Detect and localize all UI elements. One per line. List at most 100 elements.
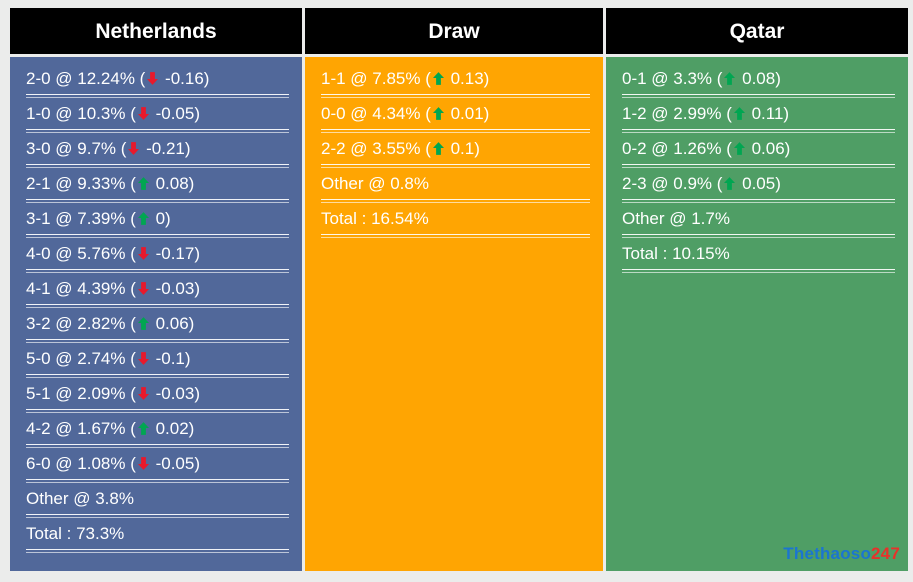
watermark-suffix: 247 [871,544,900,563]
down-arrow-icon [137,387,149,400]
summary-row: Total : 73.3% [10,518,302,553]
row-separator [26,514,289,518]
row-separator [26,444,289,448]
row-separator [26,374,289,378]
probability-row: 0-2 @ 1.26% ( 0.06) [606,133,908,168]
row-text: 1-2 @ 2.99% ( 0.11) [622,104,790,123]
down-arrow-icon [137,457,149,470]
probability-row: 5-0 @ 2.74% ( -0.1) [10,343,302,378]
probability-row: 3-2 @ 2.82% ( 0.06) [10,308,302,343]
summary-row: Other @ 3.8% [10,483,302,518]
up-arrow-icon [724,177,736,190]
row-text: 3-0 @ 9.7% ( -0.21) [26,139,191,158]
row-text: Total : 16.54% [321,209,429,228]
row-text: Other @ 0.8% [321,174,429,193]
row-text: 0-1 @ 3.3% ( 0.08) [622,69,781,88]
column-body: 1-1 @ 7.85% ( 0.13) 0-0 @ 4.34% ( 0.01) 2-… [305,57,603,571]
down-arrow-icon [137,282,149,295]
row-separator [26,129,289,133]
row-text: 5-1 @ 2.09% ( -0.03) [26,384,201,403]
row-text: 0-0 @ 4.34% ( 0.01) [321,104,490,123]
probability-row: 4-1 @ 4.39% ( -0.03) [10,273,302,308]
up-arrow-icon [724,72,736,85]
row-separator [622,234,895,238]
row-separator [622,199,895,203]
summary-row: Other @ 0.8% [305,168,603,203]
probability-row: 1-2 @ 2.99% ( 0.11) [606,98,908,133]
row-text: 2-2 @ 3.55% ( 0.1) [321,139,480,158]
down-arrow-icon [147,72,159,85]
row-separator [622,269,895,273]
row-text: 2-3 @ 0.9% ( 0.05) [622,174,781,193]
probability-row: 4-2 @ 1.67% ( 0.02) [10,413,302,448]
row-text: Total : 10.15% [622,244,730,263]
column-draw: Draw 1-1 @ 7.85% ( 0.13) 0-0 @ 4.34% ( 0.… [305,8,603,571]
row-text: 4-0 @ 5.76% ( -0.17) [26,244,201,263]
row-text: 0-2 @ 1.26% ( 0.06) [622,139,791,158]
row-separator [26,234,289,238]
column-body: 0-1 @ 3.3% ( 0.08) 1-2 @ 2.99% ( 0.11) 0-2… [606,57,908,571]
row-separator [321,94,590,98]
probability-row: 3-0 @ 9.7% ( -0.21) [10,133,302,168]
row-separator [622,164,895,168]
row-separator [26,199,289,203]
watermark-brand: Thethaoso [783,544,872,563]
up-arrow-icon [137,422,149,435]
row-separator [26,549,289,553]
probability-row: 4-0 @ 5.76% ( -0.17) [10,238,302,273]
probability-row: 2-2 @ 3.55% ( 0.1) [305,133,603,168]
row-text: 4-2 @ 1.67% ( 0.02) [26,419,195,438]
up-arrow-icon [137,177,149,190]
up-arrow-icon [432,142,444,155]
column-header: Qatar [606,8,908,54]
row-text: Other @ 1.7% [622,209,730,228]
probability-row: 6-0 @ 1.08% ( -0.05) [10,448,302,483]
up-arrow-icon [432,107,444,120]
up-arrow-icon [733,142,745,155]
probability-row: 2-0 @ 12.24% ( -0.16) [10,63,302,98]
probability-row: 1-1 @ 7.85% ( 0.13) [305,63,603,98]
row-text: 5-0 @ 2.74% ( -0.1) [26,349,191,368]
summary-row: Total : 16.54% [305,203,603,238]
row-separator [321,234,590,238]
up-arrow-icon [137,317,149,330]
row-text: 1-0 @ 10.3% ( -0.05) [26,104,201,123]
probability-row: 1-0 @ 10.3% ( -0.05) [10,98,302,133]
row-separator [321,164,590,168]
row-separator [26,409,289,413]
probability-row: 3-1 @ 7.39% ( 0) [10,203,302,238]
column-netherlands: Netherlands 2-0 @ 12.24% ( -0.16) 1-0 @ 1… [10,8,302,571]
row-text: 2-1 @ 9.33% ( 0.08) [26,174,195,193]
column-title: Netherlands [95,19,217,43]
row-text: 6-0 @ 1.08% ( -0.05) [26,454,201,473]
row-separator [26,269,289,273]
column-body: 2-0 @ 12.24% ( -0.16) 1-0 @ 10.3% ( -0.05… [10,57,302,571]
row-separator [26,164,289,168]
up-arrow-icon [733,107,745,120]
row-separator [26,339,289,343]
row-separator [622,129,895,133]
down-arrow-icon [128,142,140,155]
up-arrow-icon [137,212,149,225]
column-title: Qatar [729,19,785,43]
up-arrow-icon [432,72,444,85]
row-separator [321,199,590,203]
down-arrow-icon [137,352,149,365]
summary-row: Other @ 1.7% [606,203,908,238]
column-header: Draw [305,8,603,54]
row-text: 2-0 @ 12.24% ( -0.16) [26,69,210,88]
column-header: Netherlands [10,8,302,54]
row-separator [321,129,590,133]
row-text: 1-1 @ 7.85% ( 0.13) [321,69,490,88]
watermark-logo: Thethaoso247 [783,544,900,564]
row-text: Total : 73.3% [26,524,125,543]
probability-row: 2-1 @ 9.33% ( 0.08) [10,168,302,203]
row-separator [26,94,289,98]
row-text: 4-1 @ 4.39% ( -0.03) [26,279,201,298]
row-separator [26,479,289,483]
row-separator [622,94,895,98]
row-text: Other @ 3.8% [26,489,134,508]
down-arrow-icon [137,107,149,120]
probability-row: 5-1 @ 2.09% ( -0.03) [10,378,302,413]
